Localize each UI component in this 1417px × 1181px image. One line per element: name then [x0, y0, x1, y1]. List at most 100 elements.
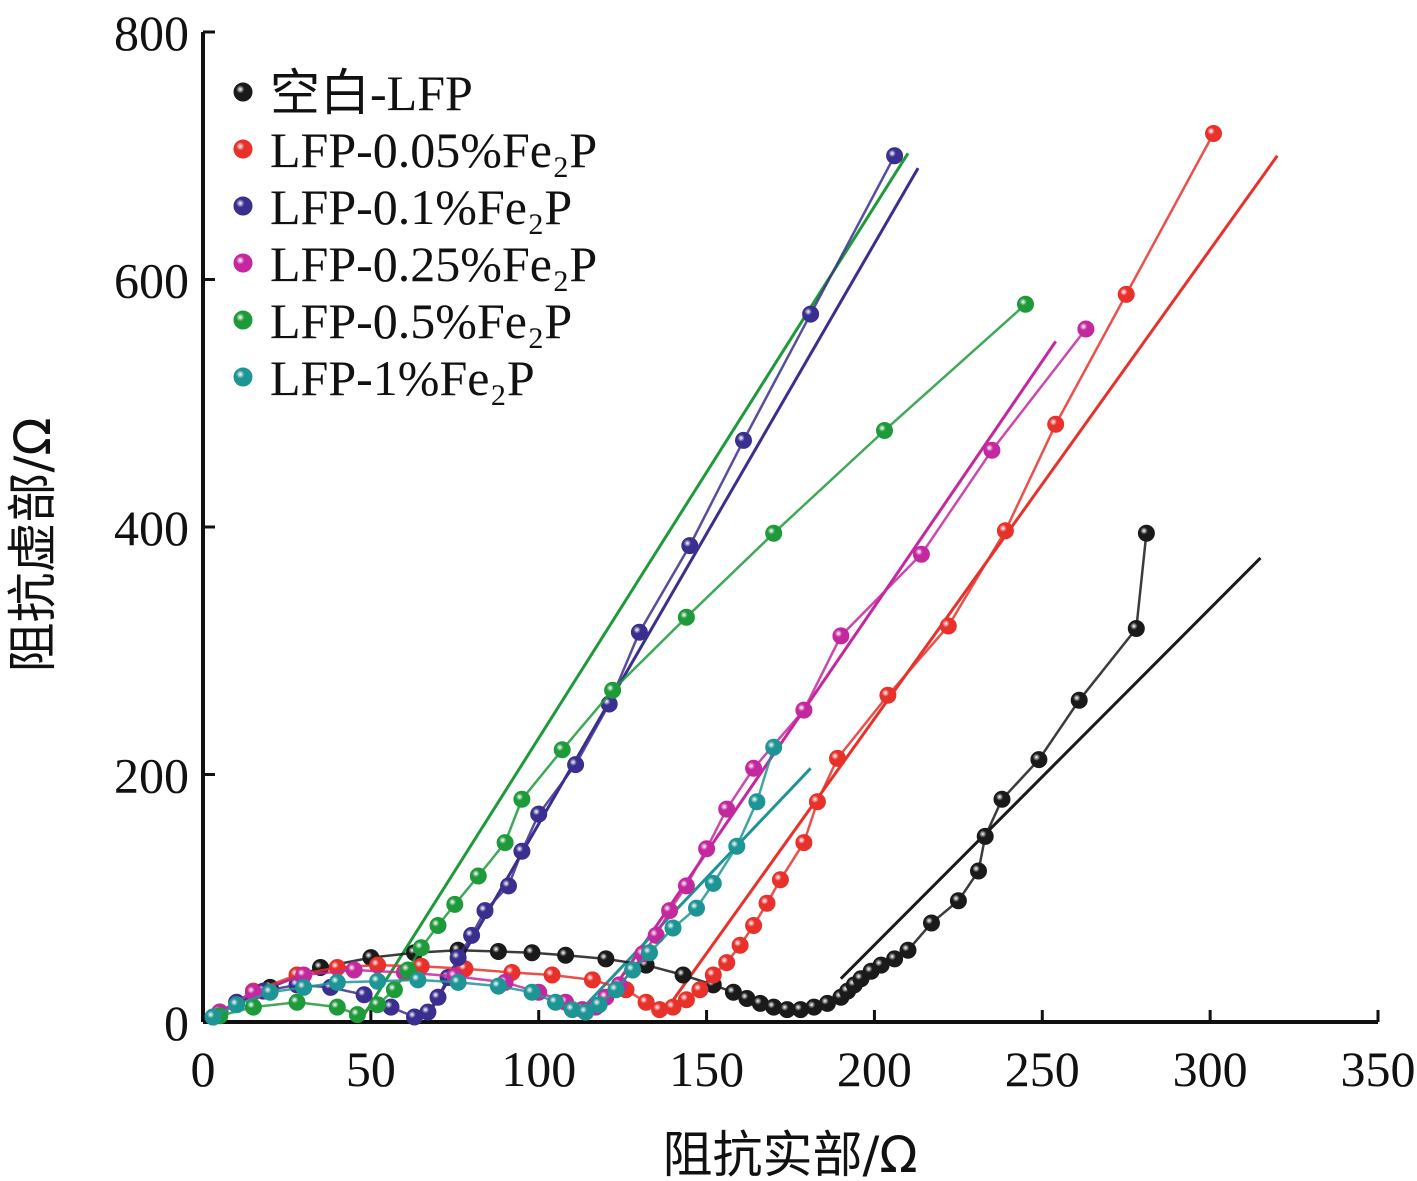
legend-entry-label: 空白-LFP — [270, 65, 473, 121]
data-point — [923, 914, 940, 932]
data-point — [661, 902, 679, 920]
data-point — [530, 805, 548, 823]
legend-marker — [233, 310, 253, 330]
data-point — [647, 926, 665, 944]
data-point — [348, 1006, 366, 1024]
data-point — [476, 902, 494, 920]
x-tick-label: 200 — [837, 1041, 912, 1097]
x-tick-label: 350 — [1341, 1041, 1416, 1097]
data-point — [876, 422, 893, 439]
data-point — [328, 973, 346, 991]
fit-line — [362, 152, 910, 1016]
y-tick-label: 400 — [114, 500, 189, 556]
legend-marker — [233, 253, 253, 273]
data-point — [912, 545, 930, 563]
data-point — [802, 305, 820, 323]
data-point — [557, 946, 575, 964]
series-trace — [219, 303, 1027, 1018]
data-point — [328, 998, 346, 1016]
data-point — [489, 943, 507, 960]
data-point — [637, 993, 655, 1011]
legend-marker — [233, 367, 253, 387]
data-point — [607, 981, 625, 999]
data-point — [412, 939, 430, 957]
data-point — [449, 973, 467, 991]
data-point — [664, 998, 682, 1016]
x-tick-label: 250 — [1005, 1041, 1080, 1097]
data-point — [577, 1003, 595, 1021]
legend: 空白-LFPLFP-0.05%Fe₂PLFP-0.1%Fe₂PLFP-0.25%… — [233, 65, 597, 406]
data-point — [1017, 295, 1034, 313]
data-point — [469, 867, 487, 885]
data-point — [228, 996, 246, 1014]
data-point — [674, 966, 692, 984]
data-point — [718, 800, 736, 818]
data-point — [543, 966, 561, 984]
data-point — [691, 981, 709, 999]
data-point — [590, 996, 608, 1014]
data-points — [204, 125, 1222, 1026]
data-point — [735, 431, 752, 449]
data-point — [808, 793, 826, 811]
data-point — [446, 895, 464, 913]
x-tick-label: 50 — [346, 1041, 396, 1097]
data-point — [939, 617, 957, 635]
y-axis-label: 阻抗虚部/Ω — [4, 417, 62, 672]
data-point — [500, 877, 517, 895]
data-point — [288, 993, 306, 1011]
data-point — [832, 627, 850, 645]
data-point — [704, 966, 722, 984]
fit-line — [839, 556, 1262, 980]
data-point — [523, 983, 541, 1001]
data-point — [261, 983, 279, 1001]
data-point — [553, 741, 571, 759]
data-point — [1030, 751, 1048, 769]
data-point — [630, 623, 648, 641]
data-point — [681, 537, 699, 555]
data-point — [879, 686, 897, 704]
x-tick-label: 150 — [669, 1041, 744, 1097]
fit-line — [577, 767, 812, 1014]
data-point — [513, 790, 531, 808]
data-point — [567, 756, 585, 774]
data-point — [583, 971, 601, 989]
data-point — [1117, 285, 1135, 303]
data-point — [899, 941, 917, 959]
y-tick-label: 200 — [114, 748, 189, 804]
data-point — [970, 862, 987, 880]
axes: 0 50 100 150 200 250 300 350 0 200 400 600 800 — [114, 5, 1416, 1097]
data-point — [677, 991, 695, 1009]
data-point — [1047, 415, 1065, 433]
data-point — [345, 961, 363, 979]
legend-marker — [233, 82, 253, 102]
data-point — [745, 917, 763, 934]
data-point — [1137, 524, 1155, 542]
data-point — [369, 996, 387, 1014]
series-trace — [219, 533, 1148, 1014]
data-point — [765, 524, 783, 542]
data-point — [765, 738, 783, 756]
data-point — [547, 993, 564, 1011]
legend-marker — [233, 139, 253, 159]
fit-line — [597, 340, 1057, 1011]
data-point — [1070, 691, 1088, 709]
data-point — [886, 147, 904, 165]
y-tick-label: 600 — [114, 253, 189, 309]
data-point — [385, 981, 403, 999]
data-point — [369, 972, 387, 990]
legend-entry-label: LFP-0.1%Fe₂P — [270, 179, 572, 235]
fit-line — [665, 154, 1279, 1011]
data-point — [641, 944, 658, 962]
data-point — [204, 1008, 222, 1026]
legend-entry-label: LFP-0.5%Fe₂P — [270, 293, 572, 349]
data-point — [795, 834, 813, 852]
data-point — [829, 749, 846, 767]
x-tick-label: 100 — [501, 1041, 576, 1097]
data-point — [1127, 620, 1145, 637]
series-trace — [219, 328, 1087, 1014]
y-tick-label: 800 — [114, 5, 189, 61]
data-point — [1077, 320, 1095, 338]
data-point — [983, 441, 1001, 459]
data-point — [748, 793, 766, 811]
data-point — [664, 919, 682, 937]
